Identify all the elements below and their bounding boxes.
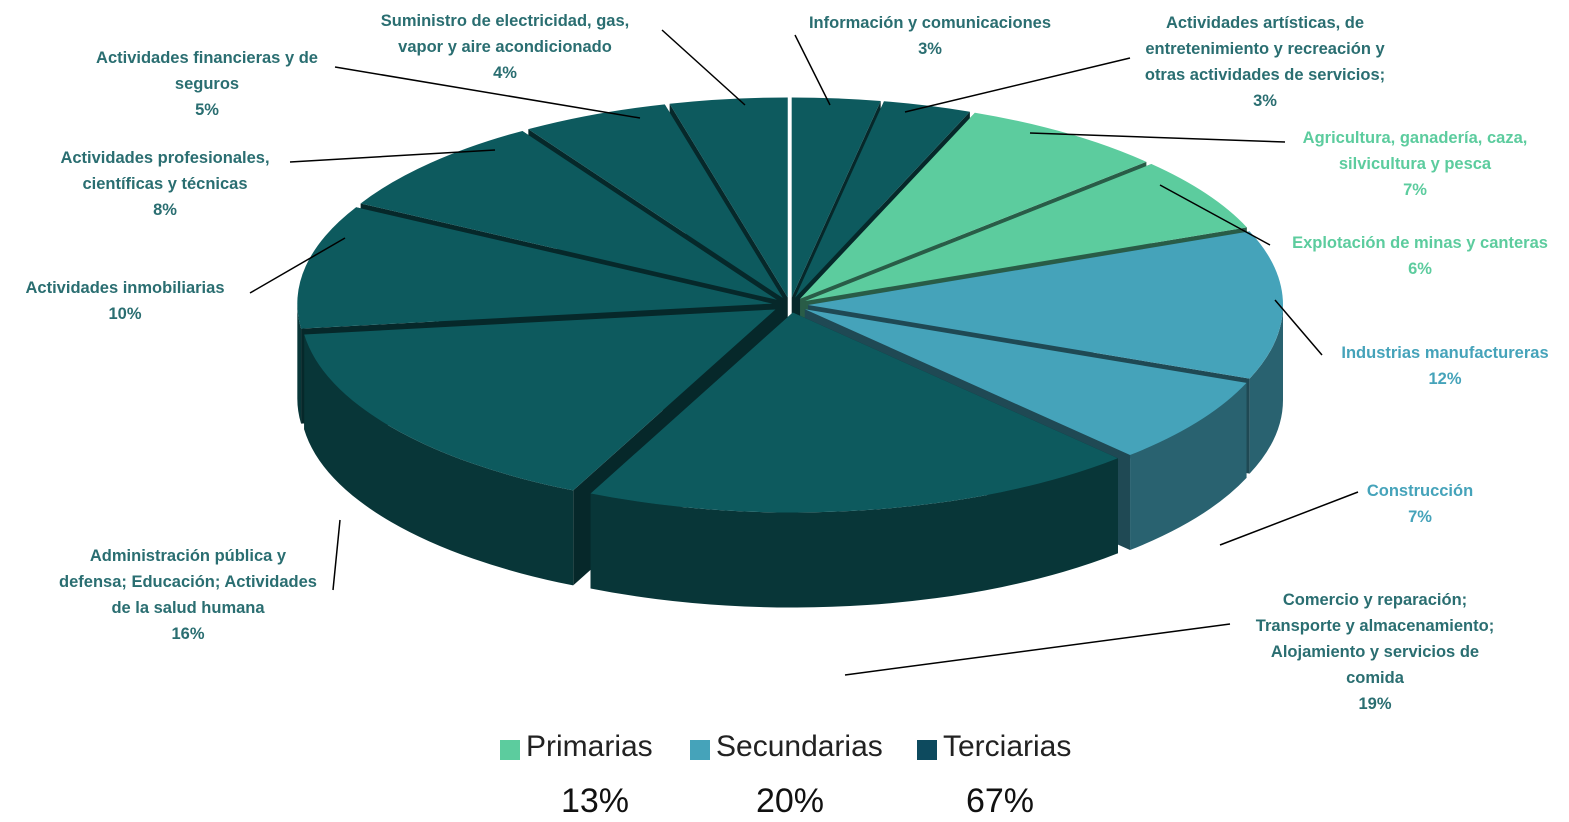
label-name: Administración pública y defensa; Educac… (59, 547, 317, 617)
data-label: Comercio y reparación; Transporte y alma… (1256, 587, 1494, 717)
label-name: Agricultura, ganadería, caza, silvicultu… (1302, 129, 1528, 173)
leader-line (289, 149, 496, 163)
slice-side (1130, 382, 1247, 551)
label-value: 5% (195, 101, 219, 119)
data-label: Administración pública y defensa; Educac… (59, 543, 317, 647)
data-label: Agricultura, ganadería, caza, silvicultu… (1303, 125, 1528, 203)
label-name: Actividades profesionales, científicas y… (60, 149, 270, 193)
data-label: Explotación de minas y canteras 6% (1292, 230, 1548, 282)
data-label: Actividades financieras y de seguros 5% (96, 45, 318, 123)
leader-line (1274, 299, 1323, 356)
data-label: Construcción 7% (1367, 478, 1473, 530)
slice (528, 104, 783, 299)
leader-line (904, 57, 1131, 113)
label-value: 7% (1403, 181, 1427, 199)
slice-side (1249, 305, 1283, 474)
slice (791, 97, 881, 298)
leader-line (1219, 491, 1359, 546)
leader-line (334, 66, 641, 119)
slice (590, 312, 1118, 608)
legend-label: Terciarias (943, 730, 1072, 763)
slice (360, 130, 777, 300)
label-name: Actividades financieras y de seguros (96, 49, 318, 93)
legend-label: Primarias (526, 730, 653, 763)
leader-line (332, 519, 341, 591)
slice (808, 231, 1283, 379)
label-name: Construcción (1366, 482, 1474, 500)
slice (795, 101, 970, 298)
data-label: Información y comunicaciones 3% (809, 10, 1051, 62)
label-value: 6% (1408, 260, 1432, 278)
slice (804, 309, 1247, 456)
label-value: 12% (1428, 370, 1462, 388)
legend-value: 20% (755, 782, 825, 820)
label-value: 7% (1408, 508, 1432, 526)
slice (800, 112, 1147, 299)
leader-line (844, 623, 1231, 676)
slice-side (304, 334, 574, 586)
label-name: Actividades inmobiliarias (25, 279, 225, 297)
legend-swatch (690, 740, 710, 760)
leader-line (1159, 184, 1271, 246)
slice (304, 309, 776, 491)
label-name: Suministro de electricidad, gas, vapor y… (380, 12, 630, 56)
label-value: 16% (171, 625, 205, 643)
label-name: Información y comunicaciones (808, 14, 1052, 32)
label-value: 3% (1253, 92, 1277, 110)
slice (669, 97, 788, 298)
label-name: Actividades artísticas, de entretenimien… (1144, 14, 1386, 84)
data-label: Actividades artísticas, de entretenimien… (1145, 10, 1385, 114)
label-value: 10% (108, 305, 142, 323)
legend-value: 67% (965, 782, 1035, 820)
data-label: Actividades profesionales, científicas y… (60, 145, 269, 223)
legend-value: 13% (560, 782, 630, 820)
label-name: Explotación de minas y canteras (1292, 234, 1548, 252)
label-value: 3% (918, 40, 942, 58)
leader-line (794, 34, 831, 106)
label-value: 19% (1358, 695, 1392, 713)
slice (590, 312, 1118, 513)
label-name: Comercio y reparación; Transporte y alma… (1255, 591, 1495, 687)
slice-side (590, 458, 1118, 608)
label-value: 4% (493, 64, 517, 82)
leader-line (661, 29, 746, 106)
leader-line (249, 237, 346, 294)
leader-line (1029, 132, 1286, 143)
data-label: Actividades inmobiliarias 10% (26, 275, 225, 327)
data-label: Industrias manufactureras 12% (1341, 340, 1548, 392)
slice (805, 164, 1247, 301)
label-name: Industrias manufactureras (1341, 344, 1549, 362)
legend-label: Secundarias (716, 730, 883, 763)
slice (297, 207, 773, 329)
label-value: 8% (153, 201, 177, 219)
legend-swatch (917, 740, 937, 760)
slice-side (297, 303, 302, 424)
legend-swatch (500, 740, 520, 760)
data-label: Suministro de electricidad, gas, vapor y… (381, 8, 630, 86)
